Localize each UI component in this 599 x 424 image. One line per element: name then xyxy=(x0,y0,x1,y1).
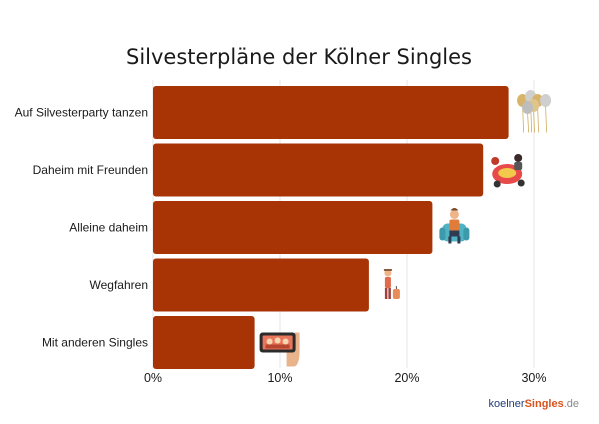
chart-title: Silvesterpläne der Kölner Singles xyxy=(126,45,472,69)
bars xyxy=(153,86,509,369)
category-label: Wegfahren xyxy=(90,278,148,292)
smartphone-hand-icon xyxy=(259,332,300,367)
balloons-icon xyxy=(517,90,552,133)
logo-part1: koelner xyxy=(489,398,525,410)
x-tick-label: 30% xyxy=(521,371,546,385)
category-labels: Auf Silvesterparty tanzen Daheim mit Freu… xyxy=(15,106,148,350)
x-tick-label: 10% xyxy=(267,371,292,385)
logo-part3: .de xyxy=(564,398,579,410)
bar xyxy=(153,201,433,254)
category-label: Mit anderen Singles xyxy=(42,336,148,350)
category-label: Alleine daheim xyxy=(69,221,148,235)
bar xyxy=(153,316,255,369)
x-tick-label: 20% xyxy=(394,371,419,385)
armchair-person-icon xyxy=(439,208,470,244)
x-axis-ticks: 0% 10% 20% 30% xyxy=(144,371,547,385)
bar xyxy=(153,258,369,312)
traveler-suitcase-icon xyxy=(383,269,400,299)
x-tick-label: 0% xyxy=(144,371,162,385)
logo-part2: Singles xyxy=(525,398,564,410)
bar xyxy=(153,143,484,197)
bar-icons xyxy=(259,90,552,367)
brand-logo: koelnerSingles.de xyxy=(489,398,580,410)
svg-text:koelnerSingles.de: koelnerSingles.de xyxy=(489,398,580,410)
bar xyxy=(153,86,509,139)
category-label: Auf Silvesterparty tanzen xyxy=(15,106,148,120)
friends-dinner-icon xyxy=(491,154,525,188)
category-label: Daheim mit Freunden xyxy=(33,163,148,177)
